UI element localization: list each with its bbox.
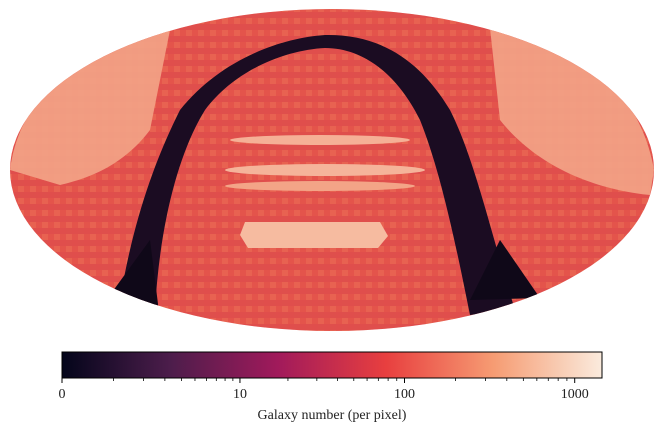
- tick-label: 10: [233, 387, 247, 402]
- tick-label: 1000: [561, 387, 589, 402]
- sky-map: [10, 9, 654, 331]
- tick-label: 0: [59, 387, 66, 402]
- colorbar-label: Galaxy number (per pixel): [258, 408, 407, 423]
- tick-label: 100: [394, 387, 415, 402]
- colorbar: [61, 351, 603, 379]
